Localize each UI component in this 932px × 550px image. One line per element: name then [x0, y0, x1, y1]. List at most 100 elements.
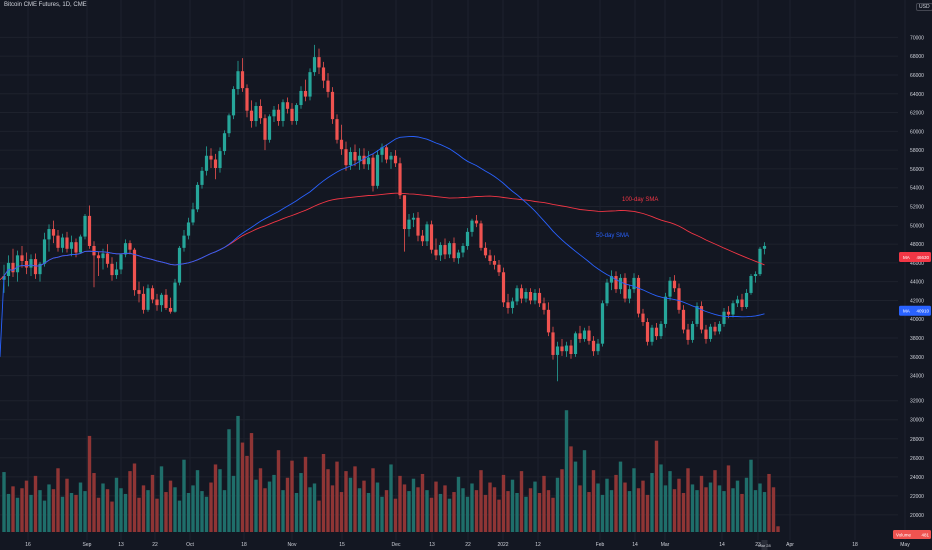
volume-bar [668, 471, 672, 532]
volume-bar [20, 488, 24, 532]
candle-body [267, 116, 272, 140]
candle-body [20, 255, 24, 261]
volume-bar [542, 475, 546, 532]
candle-body [308, 72, 312, 97]
candle-body [366, 157, 371, 165]
volume-bar [285, 477, 290, 532]
volume-bar [740, 493, 744, 532]
volume-bar [407, 491, 411, 532]
candle-body [47, 229, 51, 240]
price-tick-label: 64000 [910, 92, 924, 98]
volume-bar [213, 464, 218, 532]
candle-body [236, 71, 240, 90]
candle-body [294, 105, 299, 122]
candle-body [402, 195, 407, 230]
candle-body [411, 217, 416, 220]
volume-bar [582, 450, 587, 532]
volume-bar [762, 492, 767, 532]
candle-body [74, 242, 78, 253]
volume-badge-bg [893, 530, 931, 539]
candle-body [38, 263, 42, 275]
volume-bar [87, 435, 92, 532]
candle-body [645, 322, 650, 342]
candle-body [659, 323, 663, 337]
sma100-annotation: 100-day SMA [622, 197, 658, 203]
volume-bar [308, 487, 312, 532]
time-tick-label: Sep [83, 542, 92, 548]
chart-title: Bitcoin CME Futures, 1D, CME [4, 2, 87, 8]
candle-body [119, 254, 123, 270]
candle-body [546, 309, 551, 333]
candle-body [398, 163, 402, 196]
volume-bar [294, 492, 299, 532]
volume-bar [290, 460, 294, 532]
volume-bar [186, 492, 191, 532]
volume-bar [771, 487, 776, 532]
volume-bar [749, 459, 753, 532]
volume-bar [735, 480, 740, 532]
candle-body [753, 274, 758, 277]
price-tick-label: 52000 [910, 205, 924, 211]
volume-bar [447, 498, 452, 532]
candle-body [362, 155, 366, 165]
time-tick-label: 14 [632, 542, 638, 548]
volume-bar [506, 491, 510, 532]
candle-body [249, 110, 254, 122]
volume-bar [564, 410, 569, 532]
volume-bar [321, 453, 326, 532]
price-tick-label: 38000 [910, 336, 924, 342]
time-tick-label: 15 [339, 542, 345, 548]
volume-bar [326, 469, 330, 532]
volume-bar [312, 483, 317, 532]
volume-bar [753, 490, 758, 532]
candle-body [24, 260, 29, 268]
candle-body [717, 323, 722, 332]
candle-body [573, 333, 578, 354]
time-tick-label: 23 [755, 542, 761, 548]
candle-body [654, 327, 659, 337]
candle-body [690, 323, 695, 340]
volume-bar [137, 497, 141, 532]
volume-bar [456, 476, 461, 532]
candle-body [245, 88, 249, 111]
volume-bar [443, 485, 447, 532]
volume-bar [42, 500, 47, 532]
candle-body [636, 277, 641, 314]
volume-bar [254, 479, 258, 532]
volume-bar [33, 475, 38, 532]
time-tick-label: Nov [288, 542, 297, 548]
candle-body [330, 91, 335, 120]
volume-bar [609, 490, 614, 532]
candle-body [204, 155, 209, 171]
time-tick-label: 16 [25, 542, 31, 548]
currency-button[interactable]: USD [916, 3, 932, 11]
volume-tick-label: 26000 [910, 456, 924, 462]
candle-body [465, 231, 470, 246]
volume-bar [299, 473, 303, 532]
candle-body [434, 249, 438, 256]
candle-body [641, 313, 645, 323]
candle-body [384, 147, 389, 160]
volume-bar [168, 480, 173, 532]
volume-bar [474, 490, 479, 532]
volume-bar [605, 478, 609, 532]
volume-bar [60, 496, 65, 532]
candle-body [416, 217, 420, 236]
time-tick-label: May [900, 542, 910, 548]
badges: MA 46630 MA 40910 Volume 481 [893, 251, 931, 539]
time-tick-label: 14 [719, 542, 725, 548]
time-tick-label: 13 [429, 542, 435, 548]
candle-body [438, 245, 443, 256]
volume-bar [119, 488, 123, 532]
volume-bar [596, 483, 600, 532]
volume-bar [78, 482, 83, 532]
candle-body [173, 282, 177, 312]
volume-bar [641, 480, 645, 532]
volume-bar [726, 465, 731, 532]
volume-bar [591, 470, 596, 532]
candle-body [744, 292, 749, 308]
volume-bars [2, 410, 780, 532]
volume-bar [600, 494, 605, 532]
price-tick-label: 60000 [910, 129, 924, 135]
